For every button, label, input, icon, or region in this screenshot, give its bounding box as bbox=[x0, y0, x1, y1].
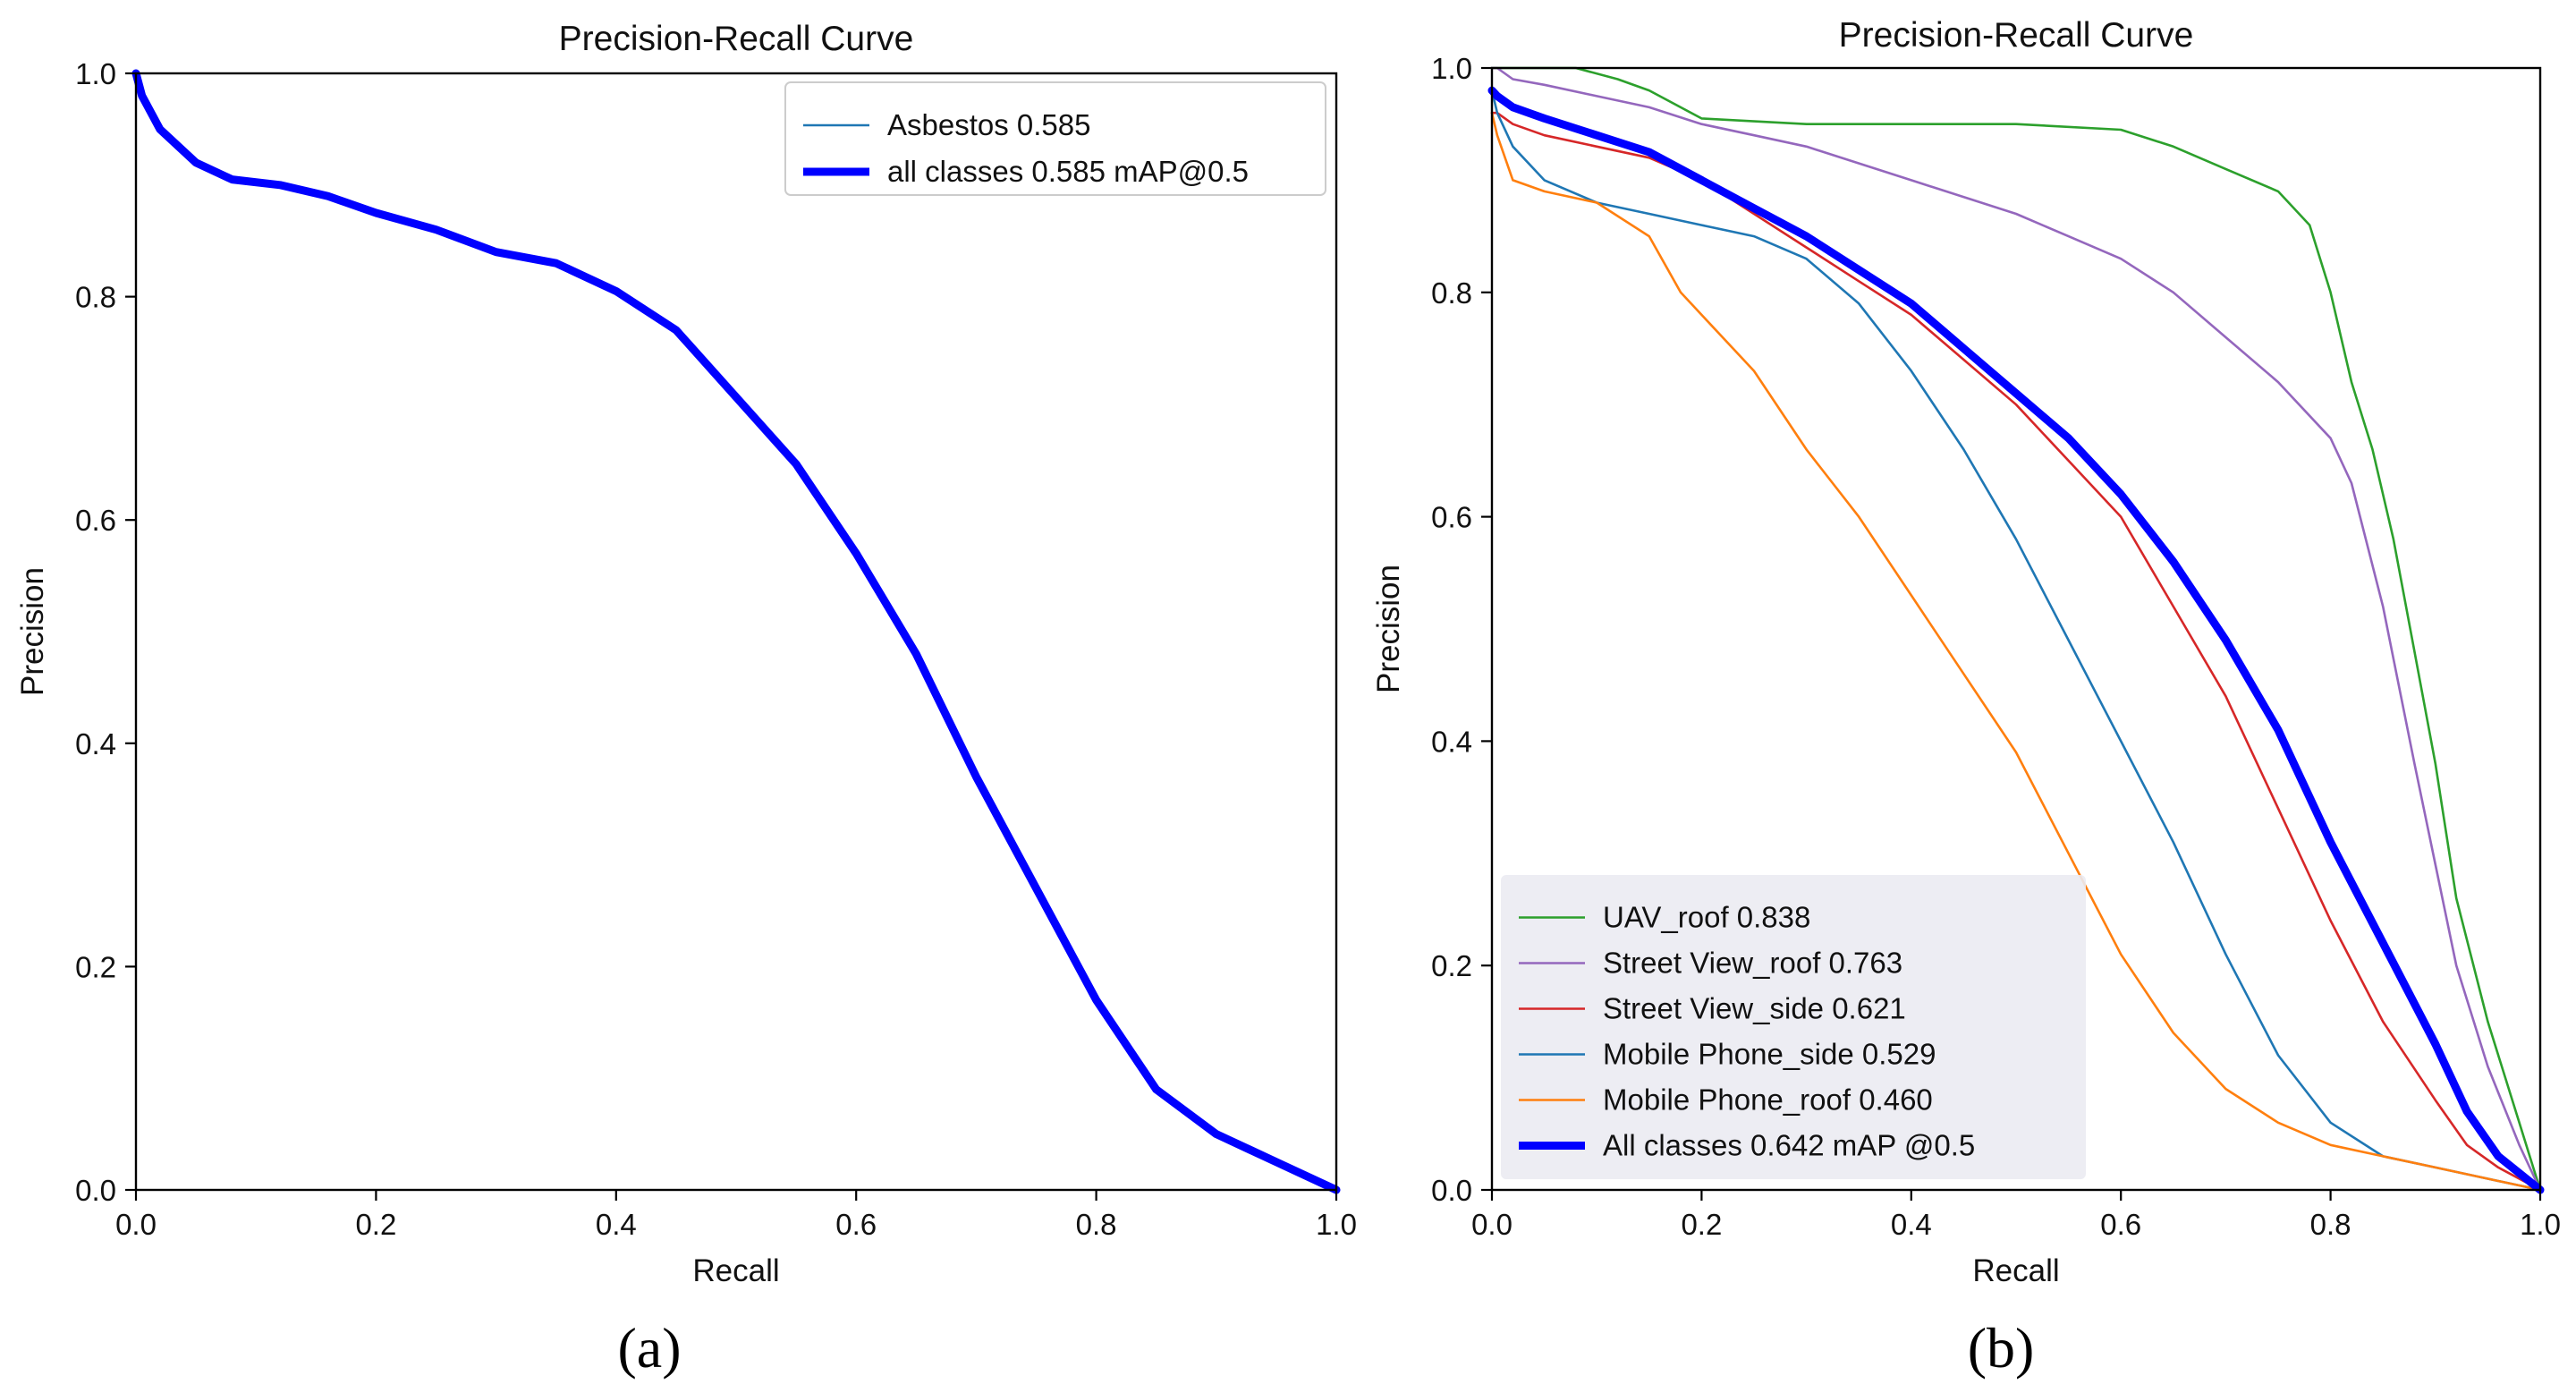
chart-b-plot-frame bbox=[1490, 66, 2542, 1192]
chart-b-legend-label-all-classes-0-642-map-0-5: All classes 0.642 mAP @0.5 bbox=[1603, 1129, 1975, 1162]
chart-b-x-tick-label-2: 0.4 bbox=[1891, 1208, 1932, 1241]
chart-a-x-tick-label-3: 0.6 bbox=[835, 1208, 877, 1241]
chart-a-y-tick-label-4: 0.8 bbox=[75, 281, 116, 314]
chart-a-y-tick-label-5: 1.0 bbox=[75, 57, 116, 90]
chart-b-legend-label-mobile-phone-roof-0-460: Mobile Phone_roof 0.460 bbox=[1603, 1083, 1933, 1117]
chart-b-y-tick-label-5: 1.0 bbox=[1431, 52, 1472, 85]
chart-b-series-all-classes-0-642-map-0-5 bbox=[1487, 86, 2545, 1194]
chart-b-series-street-view-roof-0-763 bbox=[1490, 66, 2542, 1192]
panel-a: 0.0 0.2 0.4 0.6 0.8 1.0 0.0 0.2 0.4 0.6 0.8 1.0 Prec… bbox=[15, 20, 1357, 1288]
chart-b-y-tick-label-0: 0.0 bbox=[1431, 1174, 1472, 1207]
chart-b-x-tick-label-3: 0.6 bbox=[2100, 1208, 2141, 1241]
chart-b-series-uav-roof-0-838 bbox=[1490, 66, 2542, 1192]
chart-a-y-tick-label-2: 0.4 bbox=[75, 727, 116, 760]
chart-a-x-tick-label-1: 0.2 bbox=[355, 1208, 396, 1241]
chart-a-y-tick-label-1: 0.2 bbox=[75, 950, 116, 983]
chart-a-series-asbestos-0-585 bbox=[134, 72, 1338, 1192]
chart-a-x-axis-title: Recall bbox=[692, 1253, 779, 1288]
chart-b-legend: UAV_roof 0.838 Street View_roof 0.763 Stre… bbox=[1501, 875, 2086, 1179]
chart-a-plot-frame bbox=[134, 72, 1338, 1192]
chart-a-x-tick-label-5: 1.0 bbox=[1316, 1208, 1357, 1241]
chart-b-x-tick-label-5: 1.0 bbox=[2520, 1208, 2561, 1241]
chart-a-x-tick-label-4: 0.8 bbox=[1076, 1208, 1117, 1241]
chart-b-y-tick-label-2: 0.4 bbox=[1431, 725, 1472, 758]
chart-a-legend-box bbox=[784, 81, 1326, 196]
chart-b-y-tick-label-3: 0.6 bbox=[1431, 501, 1472, 534]
chart-b-legend-box bbox=[1501, 875, 2086, 1179]
chart-a-x-tick-label-0: 0.0 bbox=[115, 1208, 157, 1241]
chart-a-legend: Asbestos 0.585 all classes 0.585 mAP@0.5 bbox=[784, 81, 1326, 196]
chart-b-x-axis-title: Recall bbox=[1972, 1253, 2059, 1288]
chart-b-title: Precision-Recall Curve bbox=[1839, 16, 2194, 55]
chart-a-title: Precision-Recall Curve bbox=[559, 20, 914, 58]
panel-b: 0.0 0.2 0.4 0.6 0.8 1.0 0.0 0.2 0.4 0.6 0.8 1.0 Prec… bbox=[1371, 16, 2561, 1288]
chart-b-y-axis-title: Precision bbox=[1371, 565, 1406, 693]
chart-b-series-mobile-phone-side-0-529 bbox=[1490, 89, 2542, 1192]
chart-b-x-tick-label-1: 0.2 bbox=[1681, 1208, 1722, 1241]
chart-a-legend-label-asbestos-0-585: Asbestos 0.585 bbox=[887, 108, 1091, 141]
chart-a-series-all-classes-0-585-map-0-5 bbox=[131, 69, 1341, 1194]
chart-b-series-street-view-side-0-621 bbox=[1490, 111, 2542, 1192]
chart-b-legend-label-uav-roof-0-838: UAV_roof 0.838 bbox=[1603, 901, 1810, 934]
chart-a-x-tick-label-2: 0.4 bbox=[596, 1208, 637, 1241]
caption-b: (b) bbox=[1968, 1316, 2035, 1380]
caption-a: (a) bbox=[617, 1316, 681, 1380]
chart-b-x-tick-label-4: 0.8 bbox=[2310, 1208, 2351, 1241]
chart-a-y-tick-label-3: 0.6 bbox=[75, 504, 116, 537]
chart-a-y-axis-title: Precision bbox=[15, 567, 50, 696]
chart-b-legend-label-street-view-side-0-621: Street View_side 0.621 bbox=[1603, 992, 1906, 1025]
chart-b-y-tick-label-4: 0.8 bbox=[1431, 276, 1472, 310]
chart-a-y-tick-label-0: 0.0 bbox=[75, 1174, 116, 1207]
chart-a-legend-label-all-classes-0-585-map-0-5: all classes 0.585 mAP@0.5 bbox=[887, 155, 1249, 188]
chart-b-legend-label-street-view-roof-0-763: Street View_roof 0.763 bbox=[1603, 947, 1902, 980]
chart-b-series-mobile-phone-roof-0-460 bbox=[1490, 111, 2542, 1192]
chart-b-x-tick-label-0: 0.0 bbox=[1471, 1208, 1513, 1241]
chart-b-y-tick-label-1: 0.2 bbox=[1431, 949, 1472, 982]
chart-b-legend-label-mobile-phone-side-0-529: Mobile Phone_side 0.529 bbox=[1603, 1038, 1936, 1071]
